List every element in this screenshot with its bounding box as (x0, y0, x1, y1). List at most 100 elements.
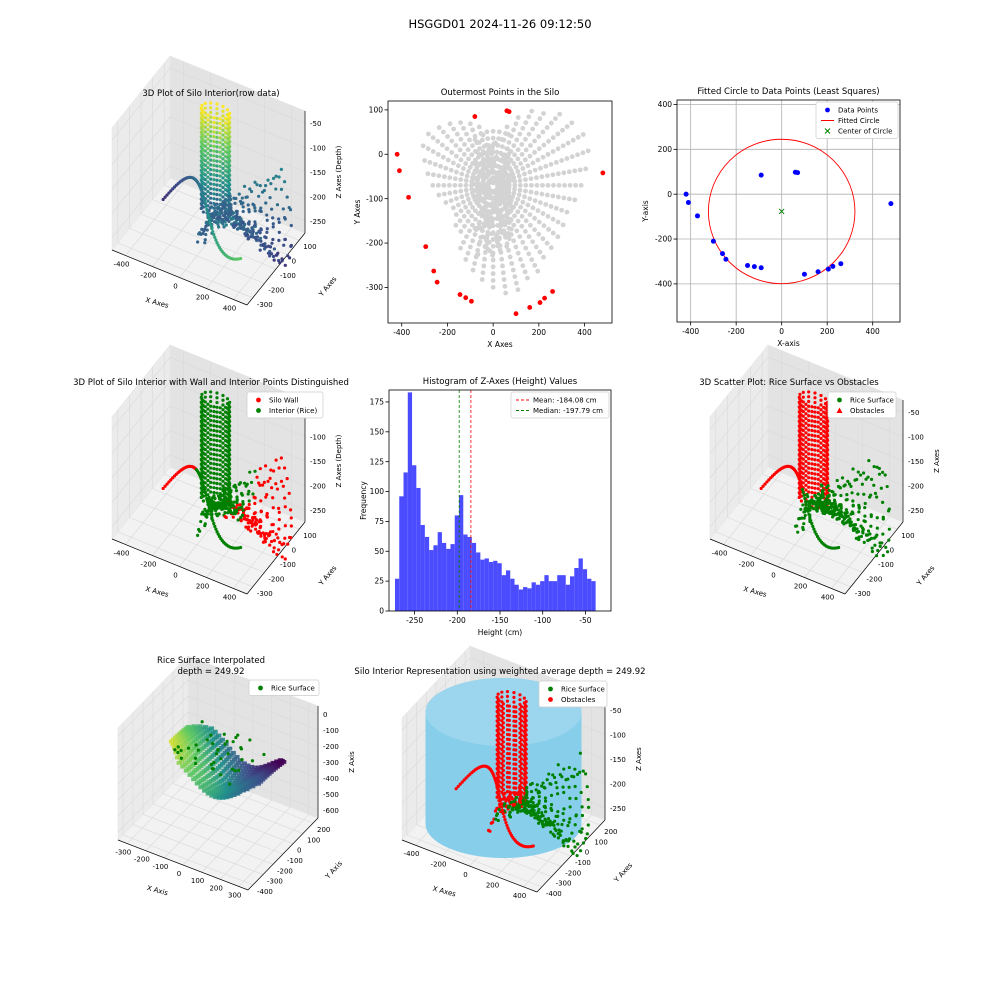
gray-point (496, 129, 502, 135)
data-point (218, 453, 222, 458)
data-point (214, 238, 218, 242)
data-point (881, 553, 885, 558)
data-point (825, 456, 829, 460)
gray-point (537, 249, 543, 255)
data-point (221, 427, 225, 431)
gray-point (523, 218, 529, 224)
data-point (512, 700, 516, 704)
gray-point (466, 209, 471, 215)
data-point (222, 214, 226, 218)
gray-point (550, 230, 556, 236)
rice-point (179, 748, 183, 753)
data-point (833, 508, 837, 512)
gray-point (527, 196, 533, 202)
data-point (203, 241, 207, 245)
data-point (819, 403, 823, 407)
y-tick-label: -300 (556, 880, 572, 888)
x-tick-label: 200 (532, 328, 547, 337)
data-point (503, 817, 507, 822)
data-point (163, 484, 167, 488)
data-point (819, 398, 823, 402)
gray-point (453, 153, 459, 159)
gray-point (515, 115, 521, 120)
data-point (850, 491, 854, 495)
data-point (253, 515, 257, 520)
data-point (201, 134, 206, 138)
x-tick-label: 300 (228, 891, 241, 899)
rice-point (211, 767, 215, 771)
data-point (253, 501, 257, 506)
data-point (206, 421, 210, 425)
hist-bar (484, 558, 489, 611)
data-point (501, 726, 505, 730)
gray-point (454, 169, 459, 175)
legend-frame (246, 391, 324, 419)
data-point (822, 410, 826, 414)
gray-point (440, 154, 446, 160)
surface-cell (189, 748, 195, 753)
z-tick-label: -150 (310, 458, 326, 466)
data-point (212, 490, 216, 495)
data-point (228, 400, 232, 404)
gray-point (474, 252, 480, 258)
data-point (206, 146, 210, 151)
silo3d-title: Silo Interior Representation using weigh… (354, 667, 645, 677)
data-point (221, 147, 225, 151)
gray-point (534, 175, 539, 181)
gray-point (503, 158, 509, 164)
surface-cell (224, 757, 230, 762)
x-tick-label: 0 (771, 572, 775, 580)
gray-point (498, 213, 504, 219)
data-point (519, 781, 524, 785)
rice-point (228, 782, 232, 786)
axis-line (709, 538, 846, 595)
data-point (214, 527, 218, 531)
data-point (218, 501, 223, 505)
gray-point (514, 228, 520, 234)
data-point (206, 431, 210, 435)
surface-cell (280, 759, 287, 764)
wall3d-title: 3D Plot of Silo Interior with Wall and I… (73, 378, 349, 388)
data-point (523, 741, 527, 745)
data-point (849, 520, 853, 524)
gray-point (513, 280, 519, 286)
data-point (802, 522, 806, 526)
data-point (765, 480, 769, 484)
gray-point (522, 208, 528, 214)
gray-point (463, 161, 469, 166)
data-point (167, 191, 171, 195)
data-point (229, 217, 234, 221)
data-point (880, 470, 885, 474)
gray-point (484, 235, 489, 241)
data-point (227, 446, 231, 450)
gray-point (506, 139, 512, 145)
gray-point (520, 125, 526, 131)
data-point (201, 119, 206, 124)
data-point (272, 258, 276, 262)
data-point (863, 501, 867, 506)
data-point (819, 483, 824, 487)
data-point (215, 188, 219, 192)
data-point (206, 426, 210, 430)
gray-point (453, 143, 459, 148)
hist-bar (510, 578, 515, 611)
gray-point (523, 136, 528, 142)
data-point (272, 539, 277, 543)
data-point (227, 508, 231, 513)
data-point (825, 451, 829, 455)
data-point (804, 412, 808, 416)
hist-bar (433, 545, 438, 611)
data-point (215, 241, 219, 245)
data-point (554, 781, 558, 785)
gray-point (520, 199, 526, 205)
gray-point (528, 189, 534, 195)
axis-line (401, 839, 538, 893)
data-point (206, 503, 210, 507)
surface-cell (190, 754, 197, 759)
data-point (514, 748, 518, 752)
data-point (819, 441, 823, 445)
data-point (201, 413, 206, 417)
data-point (200, 227, 204, 231)
gray-point (476, 221, 482, 227)
data-point (244, 228, 248, 232)
